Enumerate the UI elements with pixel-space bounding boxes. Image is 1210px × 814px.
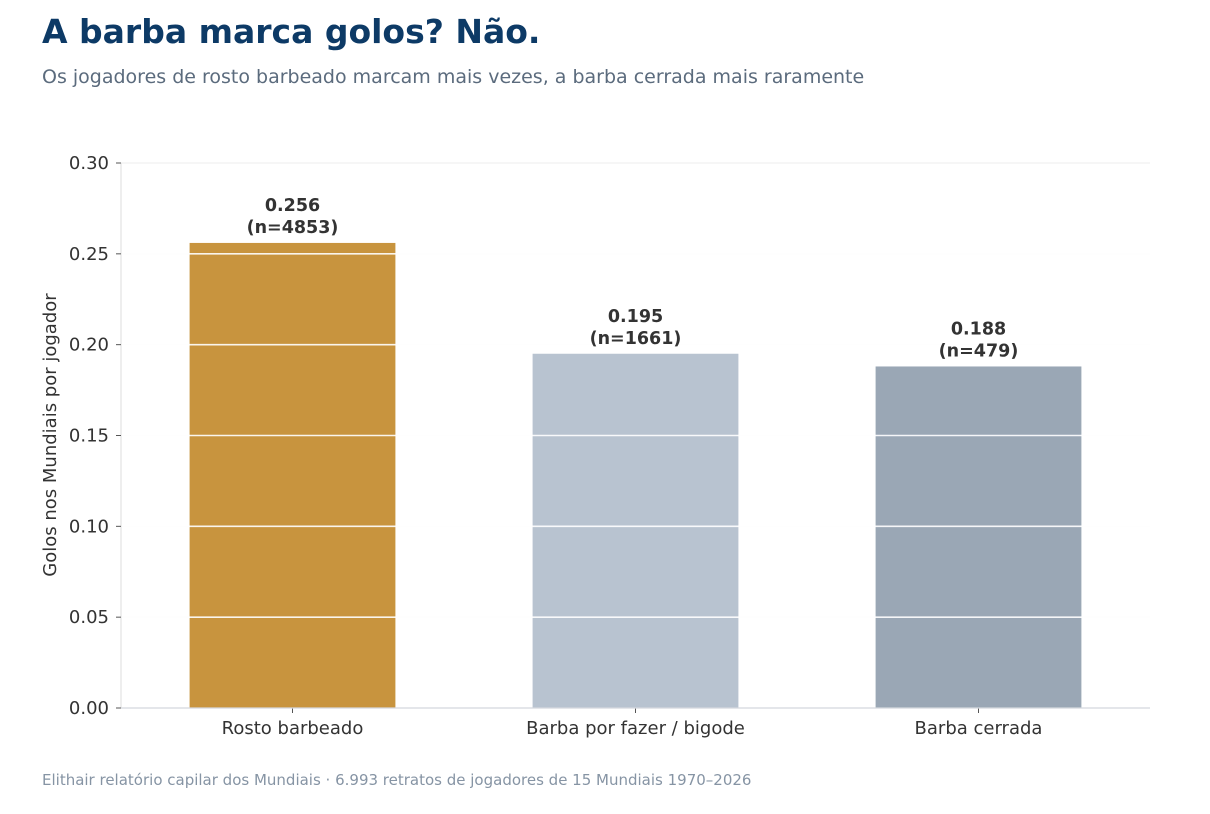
data-labels: 0.256(n=4853) 0.195(n=1661) 0.188(n=479) [247,196,1019,362]
y-axis-title: Golos nos Mundiais por jogador [40,293,61,577]
bar [875,366,1082,708]
bar-value-label: 0.256 [265,196,320,216]
y-tick-label: 0.00 [69,698,109,719]
y-tick-label: 0.15 [69,426,109,447]
bar-value-label: 0.188 [951,319,1006,339]
x-tick-label: Rosto barbeado [222,718,364,739]
bar-n-label: (n=4853) [247,218,339,238]
x-tick-label: Barba cerrada [915,718,1043,739]
bar [532,353,739,708]
bar [189,242,396,708]
bar-n-label: (n=479) [939,341,1019,361]
y-tick-label: 0.30 [69,153,109,174]
grid-overlay [121,253,1150,618]
chart-subtitle: Os jogadores de rosto barbeado marcam ma… [42,66,865,88]
source-note: Elithair relatório capilar dos Mundiais … [42,771,752,789]
bar-value-label: 0.195 [608,307,663,327]
y-tick-label: 0.05 [69,607,109,628]
y-tick-label: 0.10 [69,516,109,537]
chart-title: A barba marca golos? Não. [42,12,541,51]
bar-n-label: (n=1661) [590,329,682,349]
y-tick-label: 0.20 [69,335,109,356]
bars [189,242,1082,708]
x-tick-label: Barba por fazer / bigode [526,718,745,739]
axes: Rosto barbeado Barba por fazer / bigode Ba… [69,153,1150,739]
y-tick-label: 0.25 [69,244,109,265]
